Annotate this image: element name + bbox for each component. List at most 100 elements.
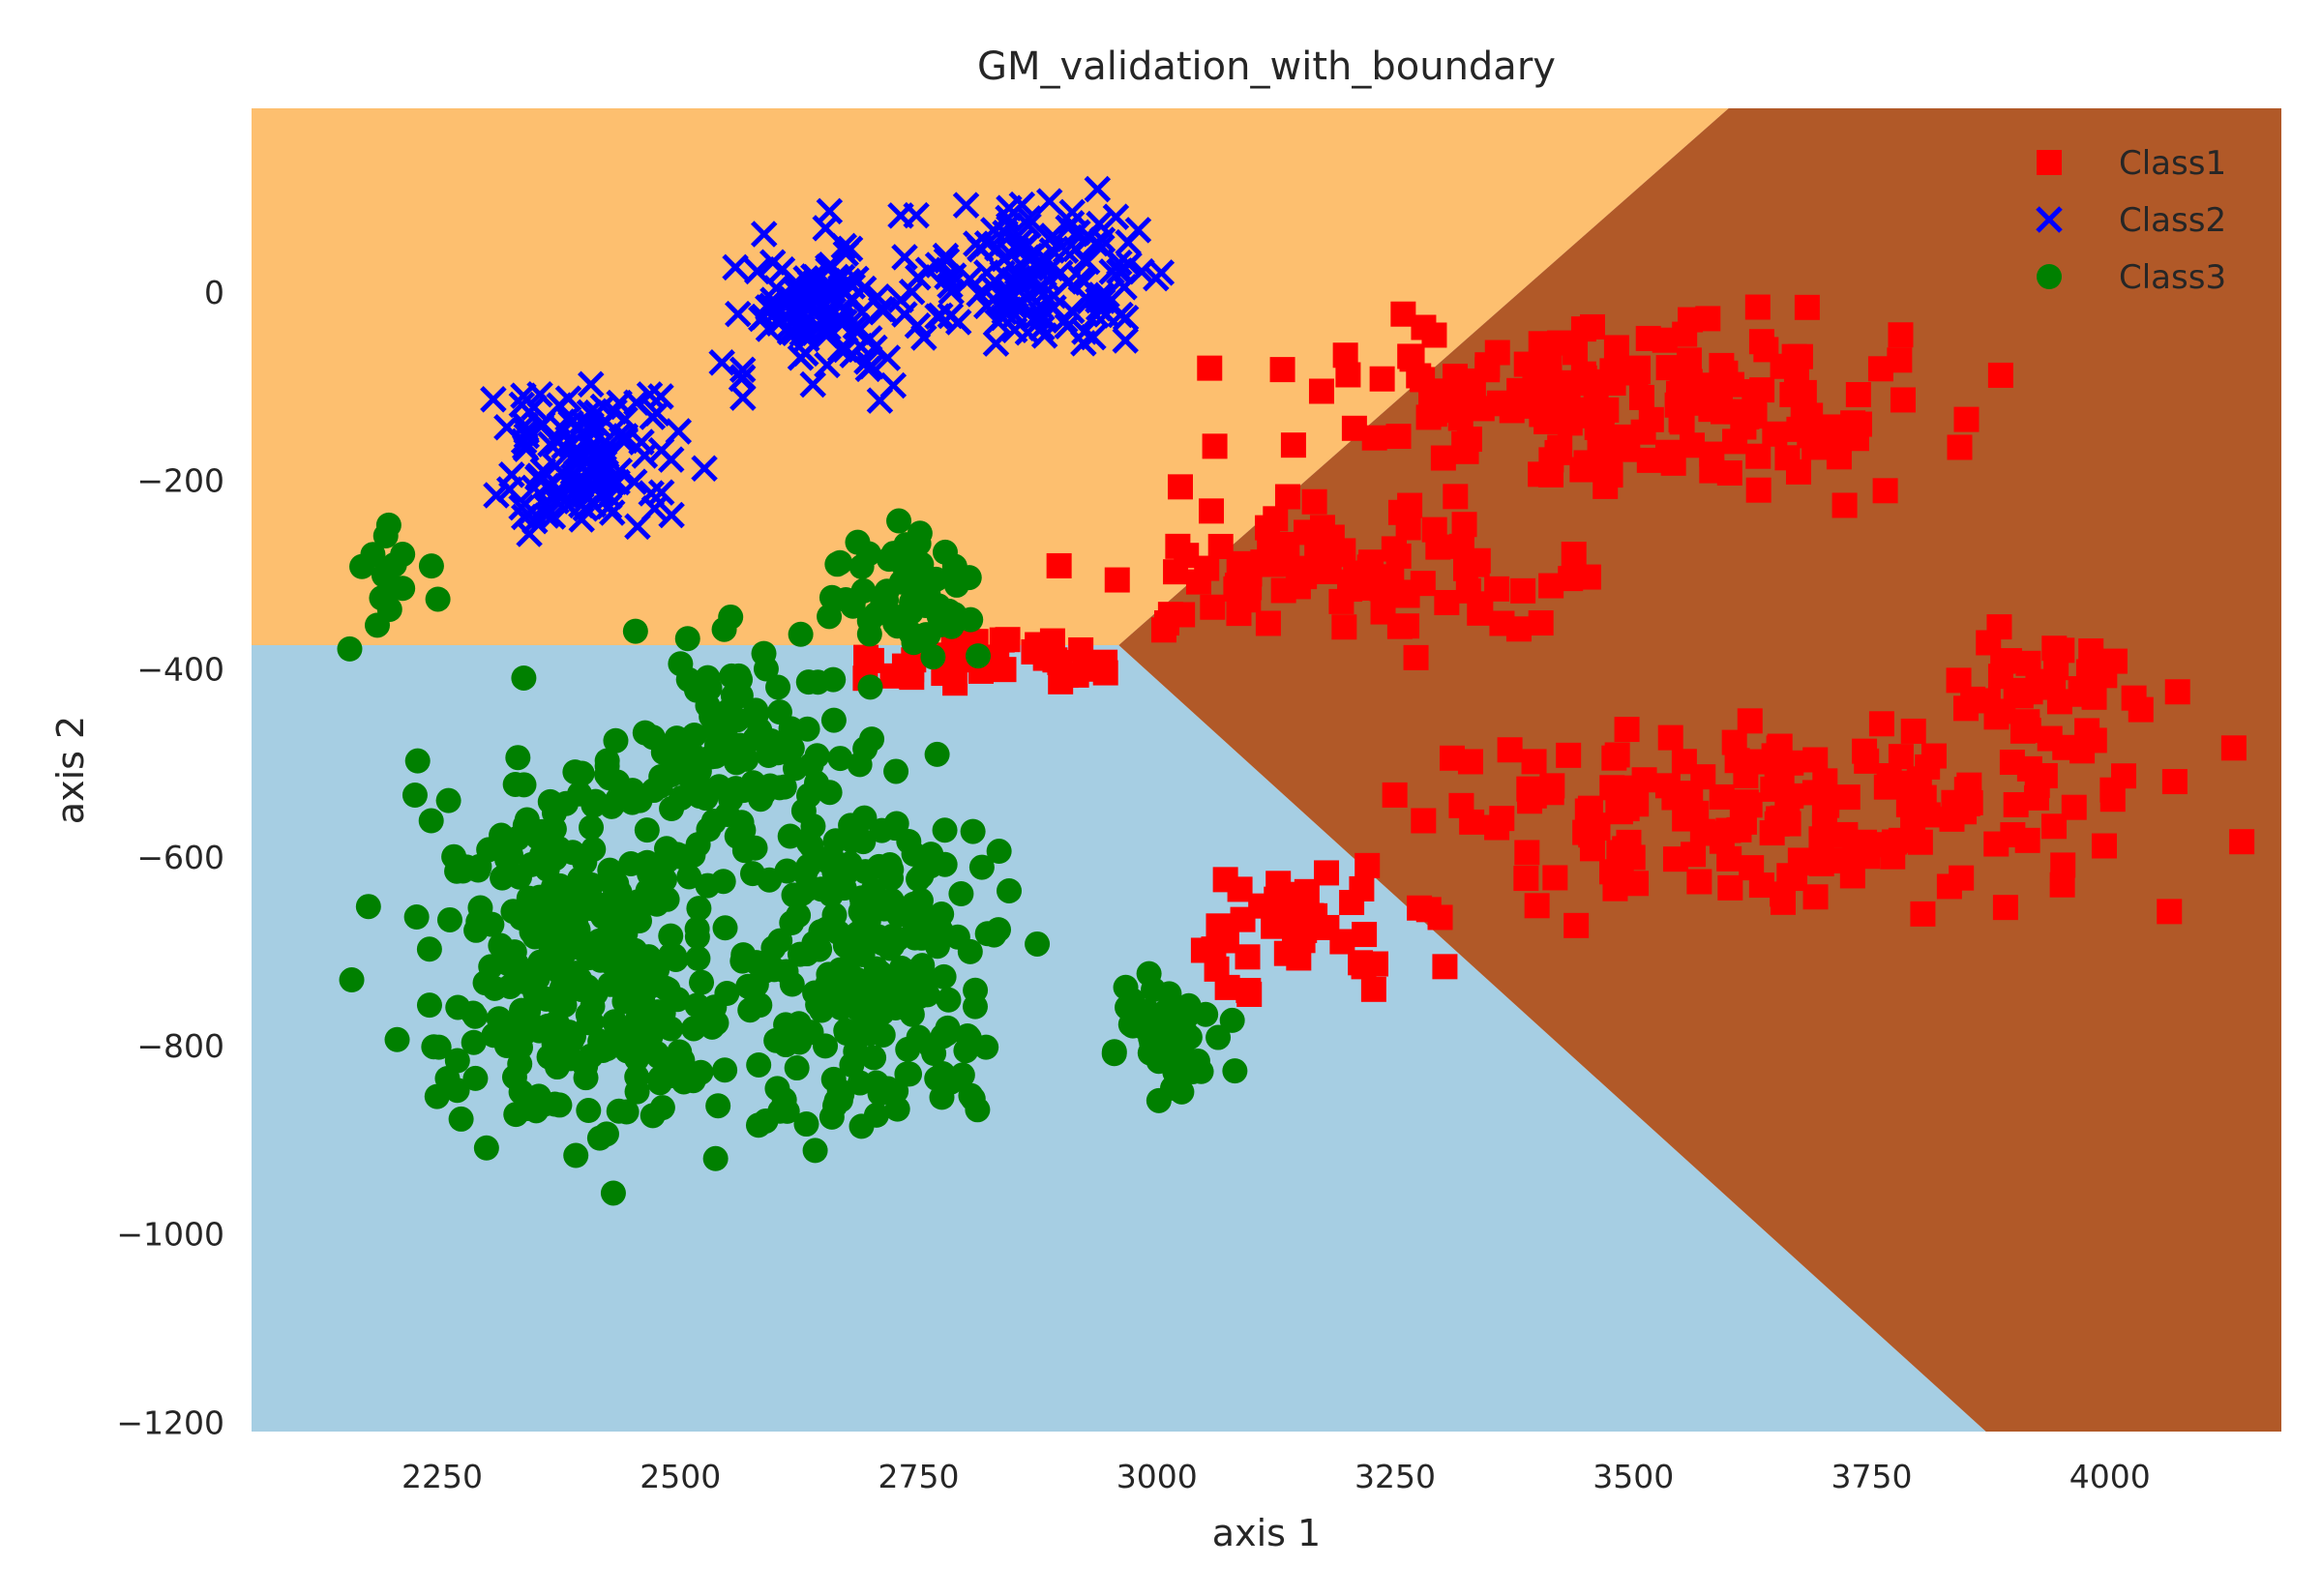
- data-point-class1: [1857, 832, 1883, 858]
- data-point-class1: [1589, 410, 1615, 436]
- data-point-class3: [727, 732, 753, 758]
- data-point-class2: [1112, 327, 1139, 354]
- data-point-class1: [1524, 893, 1550, 919]
- data-point-class2: [1027, 292, 1054, 320]
- data-point-class3: [843, 994, 869, 1020]
- data-point-class1: [1786, 416, 1812, 442]
- data-point-class3: [444, 858, 470, 884]
- data-point-class1: [1351, 954, 1377, 980]
- data-point-class2: [480, 386, 507, 413]
- data-point-class3: [461, 1029, 487, 1055]
- data-point-class3: [868, 961, 894, 987]
- data-point-class1: [1556, 742, 1582, 768]
- data-point-class2: [1058, 198, 1086, 226]
- data-point-class2: [812, 215, 839, 242]
- data-point-class3: [434, 1065, 461, 1091]
- data-point-class2: [536, 473, 564, 500]
- data-point-class1: [1403, 644, 1429, 670]
- data-point-class1: [1235, 977, 1262, 1003]
- data-point-class3: [462, 1003, 489, 1029]
- data-point-class1: [1990, 698, 2016, 724]
- data-point-class1: [1987, 362, 2013, 388]
- data-point-class3: [851, 805, 878, 831]
- data-point-class3: [804, 743, 830, 769]
- data-point-class2: [952, 192, 980, 219]
- data-point-class1: [1227, 560, 1253, 586]
- data-point-class3: [404, 748, 431, 774]
- data-point-class3: [884, 926, 910, 952]
- data-point-class3: [883, 758, 909, 784]
- data-point-class1: [1406, 363, 1432, 389]
- data-point-class1: [1411, 808, 1437, 834]
- data-point-class3: [788, 621, 814, 647]
- data-point-class3: [870, 1021, 896, 1048]
- data-point-class3: [579, 896, 605, 922]
- data-point-class1: [1207, 533, 1234, 559]
- data-point-class1: [1987, 664, 2013, 690]
- data-point-class3: [425, 586, 451, 612]
- scatter-points: [337, 175, 2255, 1206]
- data-point-class1: [2041, 635, 2068, 662]
- data-point-class1: [1580, 313, 1606, 340]
- data-point-class3: [528, 842, 554, 868]
- data-point-class3: [909, 961, 936, 988]
- data-point-class1: [1612, 836, 1638, 862]
- data-point-class2: [1107, 301, 1134, 329]
- data-point-class2: [624, 513, 651, 541]
- data-point-class3: [603, 727, 629, 754]
- data-point-class1: [1936, 873, 1962, 900]
- data-point-class3: [888, 956, 914, 982]
- data-point-class2: [799, 263, 827, 290]
- data-point-class1: [1686, 869, 1712, 895]
- data-point-class3: [712, 1057, 738, 1083]
- data-point-class3: [680, 1016, 706, 1042]
- data-point-class3: [689, 969, 715, 995]
- data-point-class1: [1427, 904, 1453, 931]
- data-point-class3: [968, 854, 995, 880]
- data-point-class2: [937, 302, 965, 330]
- data-point-class1: [2157, 899, 2183, 925]
- y-tick-label: −800: [136, 1027, 224, 1065]
- data-point-class3: [901, 841, 927, 867]
- data-point-class1: [1575, 564, 1601, 590]
- data-point-class1: [1046, 552, 1072, 578]
- data-point-class2: [725, 300, 752, 328]
- data-point-class1: [1872, 478, 1898, 504]
- data-point-class3: [737, 997, 763, 1023]
- data-point-class1: [1212, 867, 1238, 893]
- legend-item-class2: Class2: [2036, 201, 2226, 240]
- data-point-class1: [1718, 371, 1744, 398]
- data-point-class3: [573, 1053, 599, 1079]
- data-point-class1: [1570, 361, 1596, 387]
- data-point-class3: [852, 736, 878, 762]
- data-point-class2: [1086, 210, 1113, 238]
- data-point-class2: [708, 349, 735, 376]
- data-point-class3: [895, 1036, 921, 1062]
- legend-label: Class2: [2119, 201, 2226, 240]
- data-point-class1: [1573, 450, 1599, 476]
- data-point-class1: [1785, 458, 1811, 485]
- data-point-class3: [884, 1096, 910, 1122]
- data-point-class1: [1282, 881, 1308, 907]
- data-point-class3: [1222, 1058, 1248, 1084]
- data-point-class1: [1636, 447, 1662, 473]
- series-class3: [337, 508, 1248, 1206]
- data-point-class3: [821, 859, 848, 885]
- data-point-class1: [1976, 630, 2002, 656]
- data-point-class3: [616, 987, 642, 1013]
- data-point-class2: [587, 470, 614, 498]
- data-point-class3: [798, 833, 824, 859]
- data-point-class2: [776, 318, 804, 346]
- data-point-class3: [622, 618, 648, 644]
- data-point-class3: [653, 975, 679, 1001]
- data-point-class1: [1801, 848, 1828, 874]
- data-point-class3: [495, 951, 521, 977]
- data-point-class3: [829, 1081, 855, 1108]
- data-point-class1: [1163, 559, 1189, 585]
- data-point-class1: [2161, 769, 2188, 795]
- legend-label: Class1: [2119, 144, 2226, 183]
- data-point-class1: [1235, 944, 1261, 970]
- data-point-class2: [927, 302, 954, 330]
- data-point-class3: [774, 1098, 800, 1124]
- data-point-class3: [473, 1135, 499, 1161]
